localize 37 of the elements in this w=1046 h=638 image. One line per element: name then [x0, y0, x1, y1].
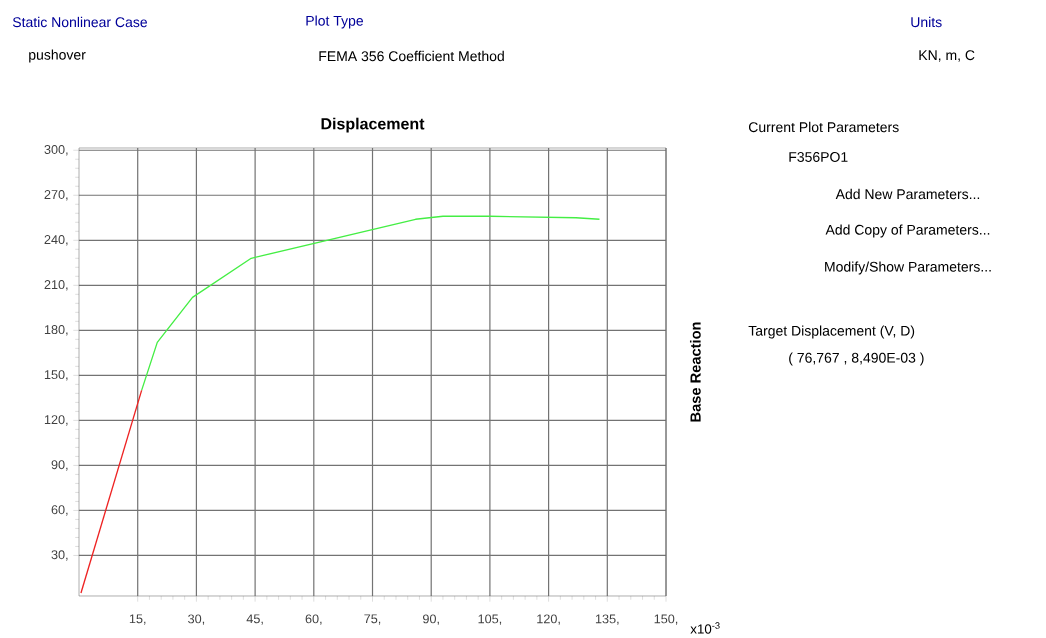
y-tick-label: 30, [51, 550, 68, 561]
x-tick-label: 120, [537, 614, 560, 625]
x-tick-label: 135, [595, 614, 619, 625]
text: x10$^{-3}$ [690, 622, 720, 634]
x-tick-label: 150, [654, 614, 678, 625]
text: Current Plot Parameters [748, 121, 899, 133]
text: Add Copy of Parameters... [825, 224, 990, 238]
y-tick-label: 300, [44, 145, 68, 156]
text: F356PO1 [789, 152, 848, 162]
text: Static Nonlinear Case [12, 16, 148, 28]
y-tick-label: 60, [51, 505, 68, 516]
y-tick-label: 120, [44, 415, 68, 426]
x-tick-label: 15, [129, 614, 146, 625]
text: Modify/Show Parameters... [825, 261, 991, 275]
text: KN, m, C [919, 50, 975, 62]
y-tick-label: 210, [44, 280, 68, 291]
x-tick-label: 60, [305, 614, 322, 625]
y-tick-label: 180, [44, 325, 68, 336]
chart-title: Displacement [321, 117, 425, 133]
y-axis-title: Base Reaction [689, 322, 701, 422]
text: Units [911, 16, 942, 28]
x-tick-label: 75, [364, 614, 381, 625]
y-tick-label: 270, [44, 190, 68, 201]
text: pushover [29, 49, 86, 63]
y-tick-label: 150, [44, 370, 68, 381]
y-tick-label: 240, [44, 235, 68, 246]
line-series [140, 215, 601, 392]
x-tick-label: 45, [246, 614, 263, 625]
x-tick-label: 90, [422, 614, 439, 625]
x-tick-label: 105, [478, 614, 502, 625]
text: ( 76,767 , 8,490E-03 ) [789, 352, 924, 366]
text: FEMA 356 Coefficient Method [319, 50, 504, 62]
y-tick-label: 90, [51, 460, 68, 471]
text: Target Displacement (V, D) [748, 325, 915, 339]
text: Plot Type [306, 15, 364, 29]
text: Add New Parameters... [835, 188, 980, 200]
x-tick-label: 30, [188, 614, 205, 625]
